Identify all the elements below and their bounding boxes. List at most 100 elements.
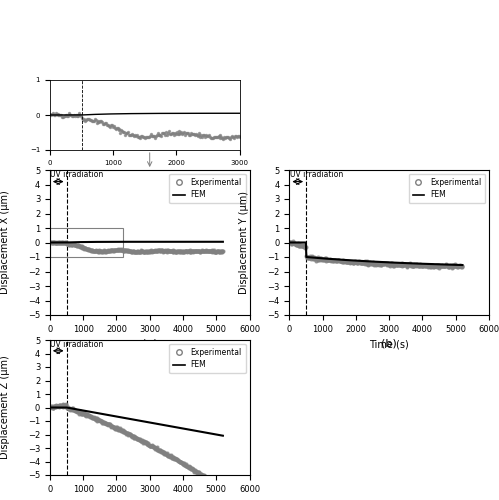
Point (345, 258, 353, 266)
Point (99, 418, 107, 426)
Point (85, 115, 93, 123)
Point (301, 244, 309, 252)
Point (109, 423, 117, 431)
Point (67, 404, 75, 412)
Point (98, 248, 106, 256)
Point (213, 481, 221, 489)
Point (96, 416, 104, 424)
Point (137, 436, 145, 444)
Point (436, 262, 444, 270)
Point (293, 240, 301, 248)
Point (438, 261, 446, 269)
Point (167, 452, 175, 460)
Point (75, 109, 83, 117)
Point (378, 260, 386, 268)
Point (70, 240, 78, 248)
Point (101, 420, 109, 428)
Point (57, 239, 65, 247)
Point (398, 260, 406, 268)
Point (128, 433, 136, 441)
Point (385, 262, 393, 270)
Point (85, 411, 93, 419)
Point (91, 247, 99, 255)
Point (307, 254, 315, 262)
Point (157, 448, 165, 456)
Point (216, 483, 224, 491)
Point (162, 450, 170, 458)
Point (144, 248, 152, 256)
Point (62, 110, 70, 118)
Point (119, 128, 127, 136)
Point (133, 248, 141, 256)
Point (129, 432, 137, 440)
Point (155, 131, 163, 139)
Point (48, 404, 56, 411)
Point (90, 415, 98, 423)
Point (390, 260, 398, 268)
Point (374, 260, 382, 268)
Point (303, 254, 311, 262)
Point (458, 262, 466, 270)
Point (188, 247, 196, 255)
Point (309, 254, 317, 262)
Point (131, 248, 139, 256)
Point (347, 258, 355, 266)
Point (414, 262, 422, 270)
Point (57, 238, 65, 246)
Point (165, 127, 173, 135)
Point (180, 248, 188, 256)
Point (350, 258, 358, 266)
Point (152, 248, 160, 256)
Point (115, 426, 123, 434)
Point (134, 248, 142, 256)
Point (157, 247, 165, 255)
Point (53, 238, 61, 246)
Point (159, 448, 167, 456)
Point (187, 466, 195, 473)
Point (190, 130, 198, 138)
Point (328, 256, 336, 264)
Point (203, 247, 211, 255)
Point (172, 456, 180, 464)
Point (114, 124, 122, 132)
Point (94, 118, 102, 126)
Point (176, 248, 184, 256)
Point (214, 247, 222, 255)
Point (325, 256, 333, 264)
Point (161, 248, 169, 256)
Point (109, 246, 117, 254)
Point (211, 248, 219, 256)
Point (78, 243, 86, 251)
Point (198, 246, 206, 254)
Point (145, 441, 153, 449)
Point (350, 258, 358, 266)
Point (400, 260, 408, 268)
Point (134, 133, 142, 141)
Point (95, 416, 103, 424)
Point (173, 248, 181, 256)
Point (50, 111, 58, 119)
Point (388, 259, 396, 267)
Point (201, 247, 209, 255)
Point (361, 258, 369, 266)
Point (165, 248, 173, 256)
Point (209, 478, 217, 486)
Point (173, 248, 181, 256)
Point (155, 446, 163, 454)
Point (421, 262, 429, 270)
Point (143, 440, 151, 448)
Point (165, 452, 173, 460)
Point (384, 260, 392, 268)
Point (67, 405, 75, 413)
Point (115, 425, 123, 433)
Point (320, 255, 328, 263)
Point (294, 240, 302, 248)
Point (129, 131, 137, 139)
Point (65, 404, 73, 412)
Point (139, 248, 147, 256)
Point (184, 463, 192, 471)
Point (124, 128, 132, 136)
Point (75, 242, 83, 250)
Point (177, 129, 185, 137)
Point (146, 442, 154, 450)
